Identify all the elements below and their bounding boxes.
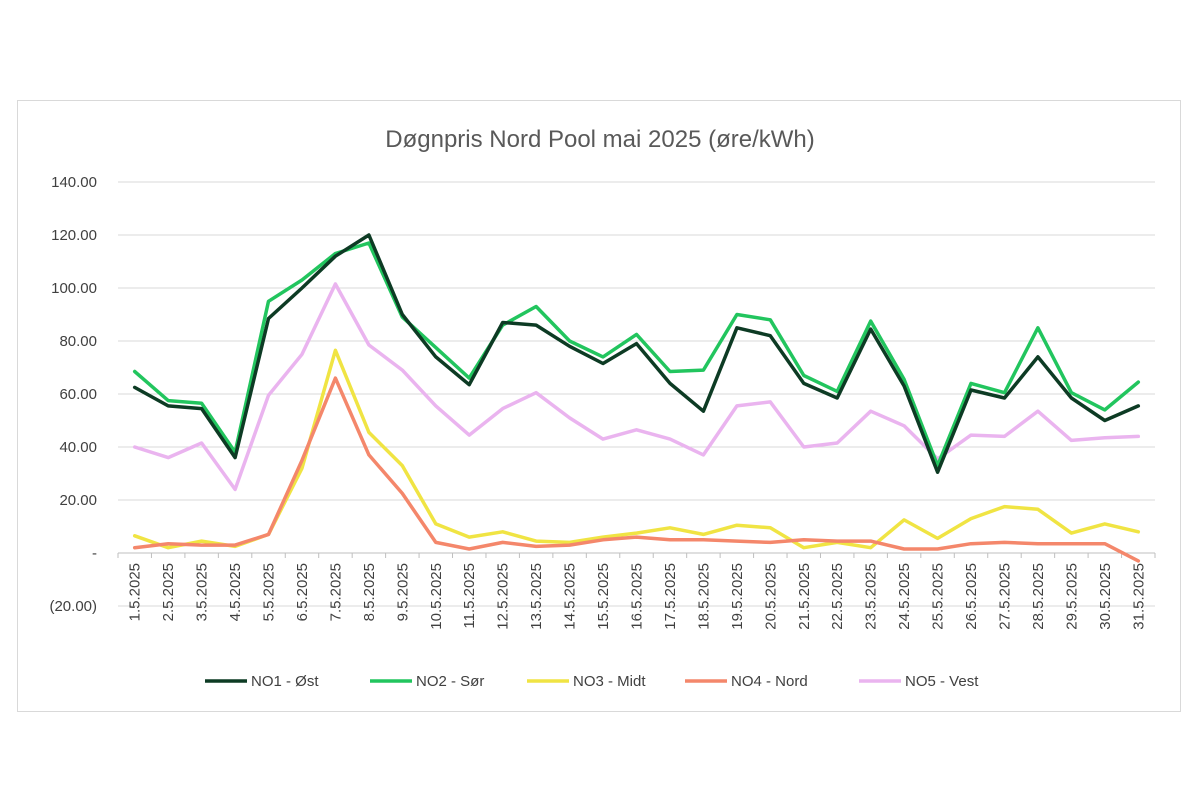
- x-tick-label: 26.5.2025: [963, 563, 980, 630]
- x-tick-label: 30.5.2025: [1097, 563, 1114, 630]
- x-tick-label: 16.5.2025: [629, 563, 646, 630]
- x-tick-label: 10.5.2025: [428, 563, 445, 630]
- x-tick-label: 14.5.2025: [562, 563, 579, 630]
- line-chart: Døgnpris Nord Pool mai 2025 (øre/kWh) 14…: [49, 126, 1156, 690]
- chart-frame: Døgnpris Nord Pool mai 2025 (øre/kWh) 14…: [17, 100, 1181, 712]
- series-lines: [132, 233, 1141, 563]
- y-tick-label: 60.00: [59, 386, 97, 403]
- x-tick-label: 2.5.2025: [160, 563, 177, 621]
- x-tick-label: 4.5.2025: [227, 563, 244, 621]
- x-tick-label: 28.5.2025: [1030, 563, 1047, 630]
- x-tick-label: 27.5.2025: [996, 563, 1013, 630]
- legend-label: NO1 - Øst: [251, 673, 319, 690]
- x-tick-label: 6.5.2025: [294, 563, 311, 621]
- legend-label: NO2 - Sør: [416, 673, 484, 690]
- x-tick-label: 18.5.2025: [695, 563, 712, 630]
- legend-label: NO5 - Vest: [905, 673, 979, 690]
- series-line-4: [132, 376, 1141, 563]
- legend-label: NO4 - Nord: [731, 673, 808, 690]
- series-line-3: [132, 348, 1141, 550]
- x-tick-label: 12.5.2025: [495, 563, 512, 630]
- x-tick-label: 9.5.2025: [394, 563, 411, 621]
- x-tick-label: 17.5.2025: [662, 563, 679, 630]
- legend: NO1 - Øst NO2 - Sør NO3 - Midt NO4 - Nord NO…: [205, 673, 979, 690]
- x-tick-label: 22.5.2025: [829, 563, 846, 630]
- y-tick-label: 100.00: [51, 280, 97, 297]
- y-tick-label: -: [92, 545, 97, 562]
- series-line-2: [132, 241, 1141, 468]
- y-tick-label: 20.00: [59, 492, 97, 509]
- x-tick-label: 21.5.2025: [796, 563, 813, 630]
- chart-title: Døgnpris Nord Pool mai 2025 (øre/kWh): [385, 126, 814, 153]
- series-line-1: [132, 233, 1141, 474]
- x-tick-label: 5.5.2025: [261, 563, 278, 621]
- y-tick-label: 40.00: [59, 439, 97, 456]
- x-tick-label: 13.5.2025: [528, 563, 545, 630]
- x-tick-label: 11.5.2025: [461, 563, 478, 629]
- legend-label: NO3 - Midt: [573, 673, 646, 690]
- x-axis-ticks: 1.5.2025 2.5.2025 3.5.2025 4.5.2025 5.5.2025…: [127, 563, 1148, 630]
- y-tick-label: 140.00: [51, 174, 97, 191]
- x-tick-label: 25.5.2025: [930, 563, 947, 630]
- x-tick-label: 15.5.2025: [595, 563, 612, 630]
- x-tick-label: 23.5.2025: [863, 563, 880, 630]
- series-line-5: [132, 282, 1141, 492]
- x-tick-label: 29.5.2025: [1063, 563, 1080, 630]
- x-tick-label: 7.5.2025: [327, 563, 344, 621]
- y-tick-label: 80.00: [59, 333, 97, 350]
- x-tick-label: 8.5.2025: [361, 563, 378, 621]
- x-tick-label: 3.5.2025: [194, 563, 211, 621]
- x-tick-label: 20.5.2025: [762, 563, 779, 630]
- x-axis: [117, 552, 1156, 558]
- y-axis-ticks: 140.00 120.00 100.00 80.00 60.00 40.00 20.00 - (…: [49, 174, 97, 615]
- x-tick-label: 31.5.2025: [1130, 563, 1147, 630]
- x-tick-label: 24.5.2025: [896, 563, 913, 630]
- x-tick-label: 19.5.2025: [729, 563, 746, 630]
- y-tick-label: (20.00): [49, 598, 97, 615]
- y-tick-label: 120.00: [51, 227, 97, 244]
- x-tick-label: 1.5.2025: [127, 563, 144, 621]
